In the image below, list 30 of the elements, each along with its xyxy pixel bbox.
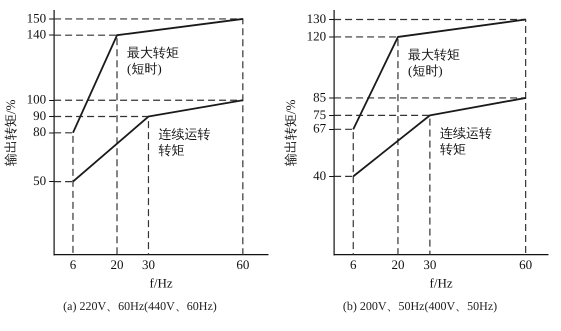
x-axis-title: f/Hz bbox=[149, 276, 173, 291]
x-tick-label: 30 bbox=[423, 257, 436, 272]
x-axis-title: f/Hz bbox=[429, 276, 453, 291]
y-tick-label: 67 bbox=[313, 120, 327, 136]
y-tick-label: 140 bbox=[26, 26, 46, 42]
y-tick-label: 80 bbox=[33, 124, 46, 140]
series-label: 连续运转转矩 bbox=[158, 126, 210, 158]
text: (a) 220V、60Hz(440V、60Hz) bbox=[62, 298, 218, 315]
y-axis-title: 输出转矩/% bbox=[283, 99, 298, 166]
y-tick-label: 90 bbox=[33, 108, 46, 123]
x-tick-label: 60 bbox=[236, 257, 250, 272]
y-axis-title: 输出转矩/% bbox=[3, 99, 18, 166]
y-tick-label: 75 bbox=[313, 106, 326, 122]
x-tick-label: 6 bbox=[350, 257, 358, 272]
y-tick-label: 85 bbox=[313, 89, 326, 104]
y-tick-label: 130 bbox=[306, 10, 326, 26]
y-tick-label: 150 bbox=[26, 10, 46, 26]
text: (b) 200V、50Hz(400V、50Hz) bbox=[342, 298, 498, 315]
x-tick-label: 20 bbox=[391, 257, 404, 272]
y-tick-label: 50 bbox=[33, 173, 46, 188]
x-tick-label: 30 bbox=[142, 257, 155, 272]
y-tick-label: 40 bbox=[313, 168, 326, 183]
x-tick-label: 6 bbox=[70, 257, 77, 272]
series-label: 连续运转转矩 bbox=[440, 125, 492, 156]
x-tick-label: 20 bbox=[110, 257, 124, 272]
series-label: 最大转矩(短时) bbox=[127, 45, 180, 76]
x-tick-label: 60 bbox=[519, 257, 532, 272]
y-tick-label: 120 bbox=[306, 28, 326, 44]
series-label: 最大转矩(短时) bbox=[408, 46, 460, 78]
y-tick-label: 100 bbox=[26, 92, 46, 107]
